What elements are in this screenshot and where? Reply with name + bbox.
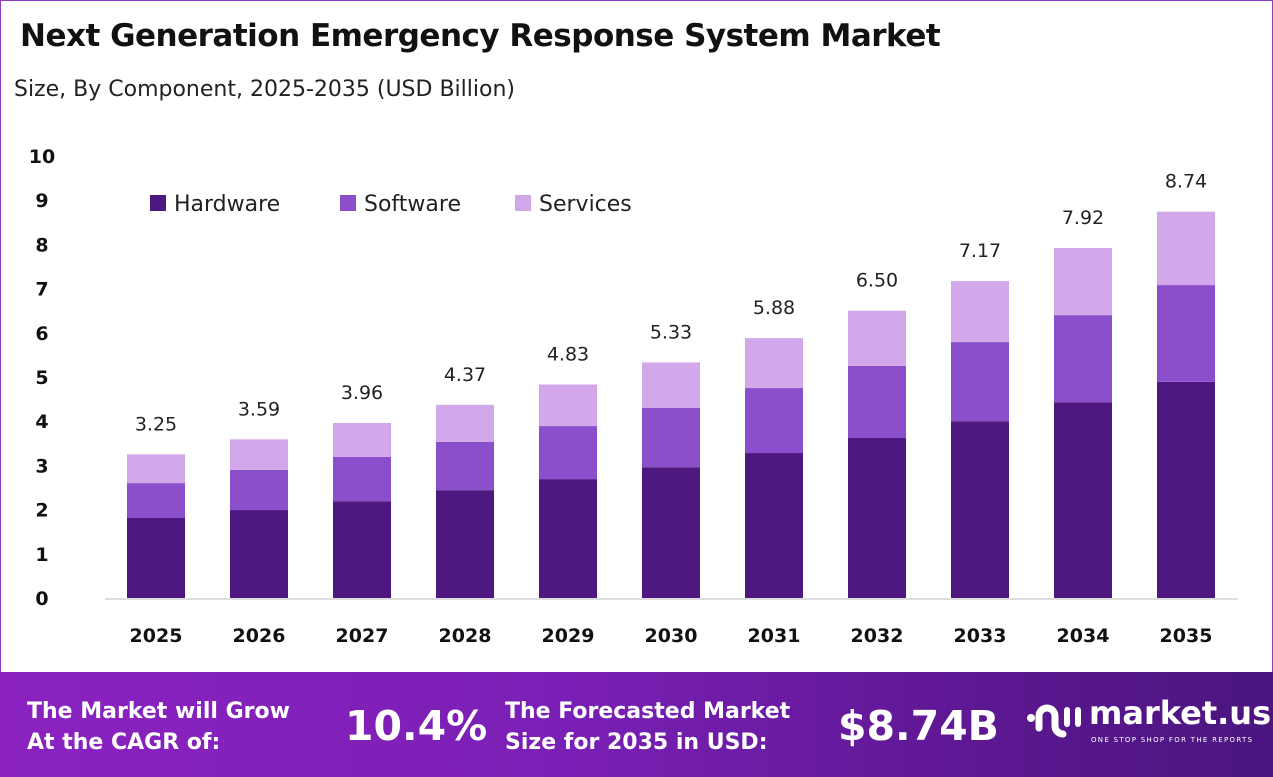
- bar-segment-services: [230, 439, 288, 470]
- total-data-label: 3.25: [135, 413, 177, 435]
- y-tick-label: 4: [35, 411, 48, 433]
- bar-segment-hardware: [127, 517, 185, 598]
- bar-segment-hardware: [642, 467, 700, 598]
- bar-segment-hardware: [848, 437, 906, 598]
- total-data-label: 6.50: [856, 270, 898, 292]
- x-tick-label: 2032: [851, 625, 904, 647]
- bar-segment-hardware: [1157, 381, 1215, 598]
- forecast-label-line2: Size for 2035 in USD:: [505, 730, 768, 755]
- bar-segment-hardware: [230, 510, 288, 598]
- y-tick-label: 3: [35, 455, 48, 477]
- x-tick-label: 2027: [336, 625, 389, 647]
- chart-subtitle: Size, By Component, 2025-2035 (USD Billi…: [14, 77, 515, 102]
- legend-label-hardware: Hardware: [174, 192, 280, 217]
- total-data-label: 3.59: [238, 398, 280, 420]
- y-tick-label: 8: [35, 234, 48, 256]
- y-tick-label: 7: [35, 279, 48, 301]
- total-data-label: 4.37: [444, 364, 486, 386]
- bar-segment-services: [539, 384, 597, 427]
- footer-banner: The Market will Grow At the CAGR of: 10.4…: [0, 672, 1273, 777]
- bar-segment-services: [642, 362, 700, 408]
- chart-title: Next Generation Emergency Response Syste…: [20, 18, 941, 54]
- bar-segment-services: [127, 454, 185, 484]
- y-tick-label: 6: [35, 323, 48, 345]
- forecast-label-line1: The Forecasted Market: [505, 699, 791, 724]
- total-data-label: 4.83: [547, 344, 589, 366]
- total-data-label: 3.96: [341, 382, 383, 404]
- y-tick-label: 0: [35, 588, 48, 610]
- forecast-value: $8.74B: [838, 702, 999, 750]
- total-data-label: 7.17: [959, 240, 1001, 262]
- bar-segment-services: [745, 338, 803, 389]
- total-data-label: 8.74: [1165, 171, 1207, 193]
- bar-segment-services: [848, 310, 906, 366]
- bar-segment-software: [230, 469, 288, 511]
- bar-segment-software: [951, 342, 1009, 422]
- bar-segment-hardware: [333, 501, 391, 598]
- bar-segment-software: [127, 483, 185, 518]
- y-tick-label: 9: [35, 190, 48, 212]
- x-tick-label: 2029: [542, 625, 595, 647]
- bar-segment-software: [745, 388, 803, 454]
- x-tick-label: 2031: [748, 625, 801, 647]
- bar-segment-hardware: [539, 479, 597, 598]
- legend-swatch-services: [515, 195, 531, 211]
- cagr-label-line2: At the CAGR of:: [27, 730, 221, 755]
- bar-segment-hardware: [436, 490, 494, 598]
- x-tick-label: 2034: [1057, 625, 1110, 647]
- logo-name: market.us: [1089, 694, 1272, 732]
- y-tick-label: 5: [35, 367, 48, 389]
- y-tick-label: 10: [29, 146, 55, 168]
- bar-segment-hardware: [745, 453, 803, 598]
- cagr-label: The Market will Grow At the CAGR of:: [27, 696, 290, 758]
- x-tick-label: 2026: [233, 625, 286, 647]
- bar-segment-services: [333, 422, 391, 458]
- x-tick-label: 2033: [954, 625, 1007, 647]
- bar-segment-software: [1054, 315, 1112, 403]
- x-tick-label: 2025: [130, 625, 183, 647]
- cagr-label-line1: The Market will Grow: [27, 699, 290, 724]
- y-tick-label: 2: [35, 500, 48, 522]
- forecast-label: The Forecasted Market Size for 2035 in US…: [505, 696, 790, 758]
- bar-segment-software: [848, 365, 906, 438]
- bar-segment-software: [539, 426, 597, 480]
- logo-mark-icon: [1027, 704, 1081, 738]
- total-data-label: 5.88: [753, 297, 795, 319]
- x-tick-label: 2035: [1160, 625, 1213, 647]
- total-data-label: 7.92: [1062, 207, 1104, 229]
- bar-segment-software: [436, 441, 494, 491]
- bar-segment-hardware: [951, 421, 1009, 598]
- y-tick-label: 1: [35, 544, 48, 566]
- stacked-bar-chart: 0 1 2 3 4 5 6 7 8 9 10 3.25 2025 3.59 2026 3.96 2027 4.37…: [29, 146, 1238, 647]
- bar-segment-software: [1157, 285, 1215, 382]
- legend-swatch-software: [340, 195, 356, 211]
- x-tick-label: 2030: [645, 625, 698, 647]
- logo-tagline: ONE STOP SHOP FOR THE REPORTS: [1091, 736, 1254, 744]
- legend-label-services: Services: [539, 192, 632, 217]
- x-tick-label: 2028: [439, 625, 492, 647]
- bar-segment-software: [333, 457, 391, 502]
- bar-segment-software: [642, 407, 700, 468]
- market-us-logo: market.us ONE STOP SHOP FOR THE REPORTS: [1025, 694, 1271, 748]
- bar-segment-services: [1157, 211, 1215, 286]
- legend-swatch-hardware: [150, 195, 166, 211]
- bar-segment-services: [1054, 247, 1112, 316]
- bar-segment-services: [951, 281, 1009, 343]
- legend-label-software: Software: [364, 192, 461, 217]
- bar-segment-services: [436, 404, 494, 442]
- cagr-value: 10.4%: [345, 702, 488, 750]
- total-data-label: 5.33: [650, 321, 692, 343]
- bar-segment-hardware: [1054, 402, 1112, 598]
